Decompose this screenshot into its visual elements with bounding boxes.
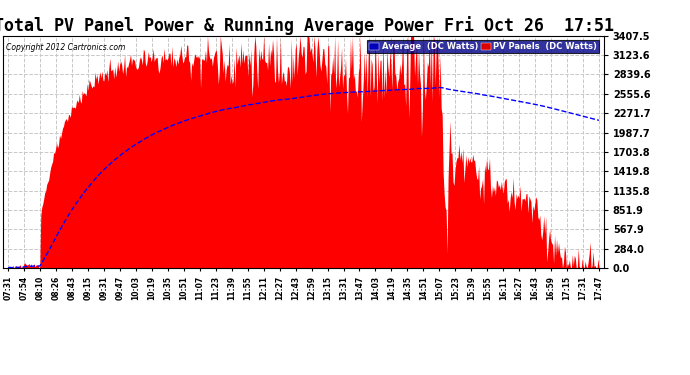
Title: Total PV Panel Power & Running Average Power Fri Oct 26  17:51: Total PV Panel Power & Running Average P… [0,16,613,36]
Legend: Average  (DC Watts), PV Panels  (DC Watts): Average (DC Watts), PV Panels (DC Watts) [367,40,599,53]
Text: Copyright 2012 Cartronics.com: Copyright 2012 Cartronics.com [6,43,126,52]
